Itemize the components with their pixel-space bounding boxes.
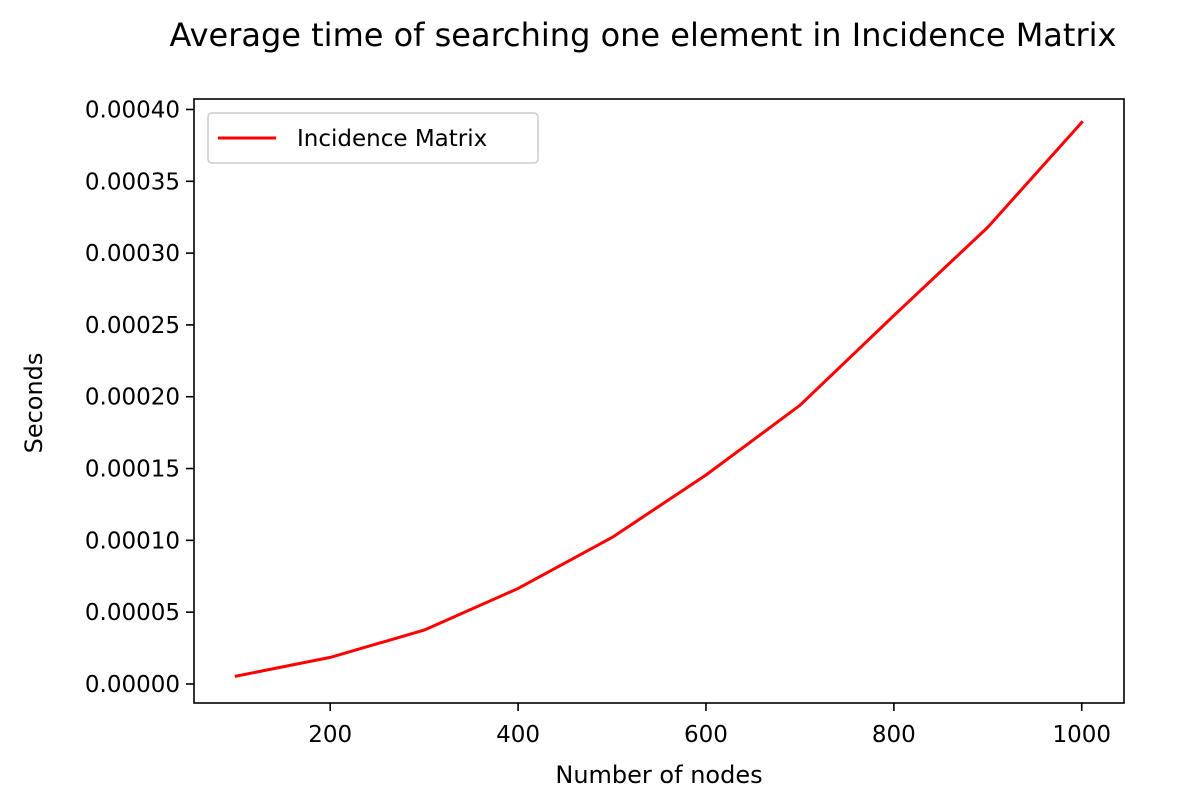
legend-label: Incidence Matrix	[297, 126, 487, 152]
y-axis-label: Seconds	[20, 353, 48, 454]
y-tick-label: 0.00025	[85, 313, 180, 339]
y-tick-label: 0.00035	[85, 169, 180, 195]
y-tick-label: 0.00040	[85, 97, 180, 123]
y-tick-label: 0.00030	[85, 241, 180, 267]
series-layer	[234, 120, 1084, 678]
legend-box	[207, 112, 539, 164]
x-axis-label: Number of nodes	[555, 761, 762, 789]
chart-title: Average time of searching one element in…	[170, 16, 1117, 54]
x-tick-label: 600	[684, 722, 728, 748]
y-axis: 0.00000 0.00005 0.00010 0.00015 0.00020 0.000…	[85, 97, 194, 698]
y-tick-label: 0.00020	[85, 385, 180, 411]
plot-frame	[193, 98, 1125, 704]
series-line	[234, 120, 1084, 678]
x-axis: 200 400 600 800 1000	[308, 703, 1111, 748]
x-tick-label: 1000	[1052, 722, 1111, 748]
legend: Incidence Matrix	[207, 112, 539, 164]
y-tick-label: 0.00000	[85, 672, 180, 698]
y-tick-label: 0.00005	[85, 600, 180, 626]
y-tick-label: 0.00010	[85, 528, 180, 554]
x-tick-label: 400	[496, 722, 540, 748]
plot-area	[193, 98, 1125, 704]
x-tick-label: 200	[308, 722, 352, 748]
y-tick-label: 0.00015	[85, 457, 180, 483]
x-tick-label: 800	[872, 722, 916, 748]
